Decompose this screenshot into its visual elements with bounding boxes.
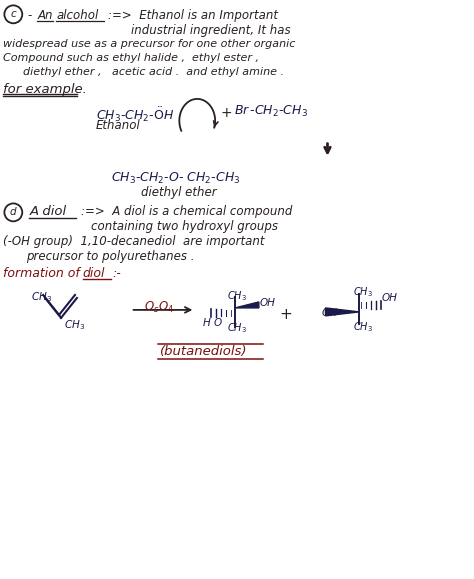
Text: OH: OH xyxy=(381,293,397,303)
Text: widespread use as a precursor for one other organic: widespread use as a precursor for one ot… xyxy=(3,39,296,49)
Text: CH$_3$: CH$_3$ xyxy=(353,285,374,299)
Text: :-: :- xyxy=(113,267,121,280)
Text: alcohol: alcohol xyxy=(56,9,98,23)
Text: containing two hydroxyl groups: containing two hydroxyl groups xyxy=(91,221,278,233)
Text: c: c xyxy=(10,9,16,19)
Text: CH$_3$: CH$_3$ xyxy=(64,318,85,332)
Text: A diol: A diol xyxy=(29,206,66,218)
Text: diol: diol xyxy=(83,267,105,280)
Text: H O: H O xyxy=(203,318,222,328)
Text: CH$_3$: CH$_3$ xyxy=(227,321,247,335)
Text: CH$_3$-CH$_2$-O- CH$_2$-CH$_3$: CH$_3$-CH$_2$-O- CH$_2$-CH$_3$ xyxy=(111,171,240,186)
Text: +: + xyxy=(280,307,292,322)
Polygon shape xyxy=(326,308,359,316)
Text: CH$_3$-CH$_2$-$\ddot{\rm O}$H: CH$_3$-CH$_2$-$\ddot{\rm O}$H xyxy=(96,105,174,123)
Text: CH$_3$: CH$_3$ xyxy=(353,320,374,334)
Text: precursor to polyurethanes .: precursor to polyurethanes . xyxy=(26,250,195,263)
Text: An: An xyxy=(37,9,53,23)
Text: (-OH group)  1,10-decanediol  are important: (-OH group) 1,10-decanediol are importan… xyxy=(3,235,265,248)
Text: Compound such as ethyl halide ,  ethyl ester ,: Compound such as ethyl halide , ethyl es… xyxy=(3,53,259,63)
Text: CH$_3$: CH$_3$ xyxy=(227,289,247,303)
Text: +: + xyxy=(220,106,232,120)
Text: OH: OH xyxy=(321,308,337,318)
Text: formation of: formation of xyxy=(3,267,84,280)
Text: diethyl ether ,   acetic acid .  and ethyl amine .: diethyl ether , acetic acid . and ethyl … xyxy=(23,67,284,77)
Text: for example.: for example. xyxy=(3,83,87,96)
Text: Br$_{\,}$-CH$_2$-CH$_3$: Br$_{\,}$-CH$_2$-CH$_3$ xyxy=(234,104,308,119)
Text: -: - xyxy=(27,9,32,23)
Text: industrial ingredient, It has: industrial ingredient, It has xyxy=(131,24,290,37)
Text: Ethanol: Ethanol xyxy=(96,119,141,132)
Text: CH$_3$: CH$_3$ xyxy=(31,290,53,304)
Text: O$_s$O$_4$: O$_s$O$_4$ xyxy=(144,300,173,315)
Text: :=>  Ethanol is an Important: :=> Ethanol is an Important xyxy=(108,9,278,23)
Text: :=>  A diol is a chemical compound: :=> A diol is a chemical compound xyxy=(81,206,292,218)
Text: (butanediols): (butanediols) xyxy=(161,345,248,358)
Polygon shape xyxy=(235,302,259,308)
Text: d: d xyxy=(10,207,17,217)
Text: OH: OH xyxy=(260,298,276,308)
Text: diethyl ether: diethyl ether xyxy=(141,185,216,199)
